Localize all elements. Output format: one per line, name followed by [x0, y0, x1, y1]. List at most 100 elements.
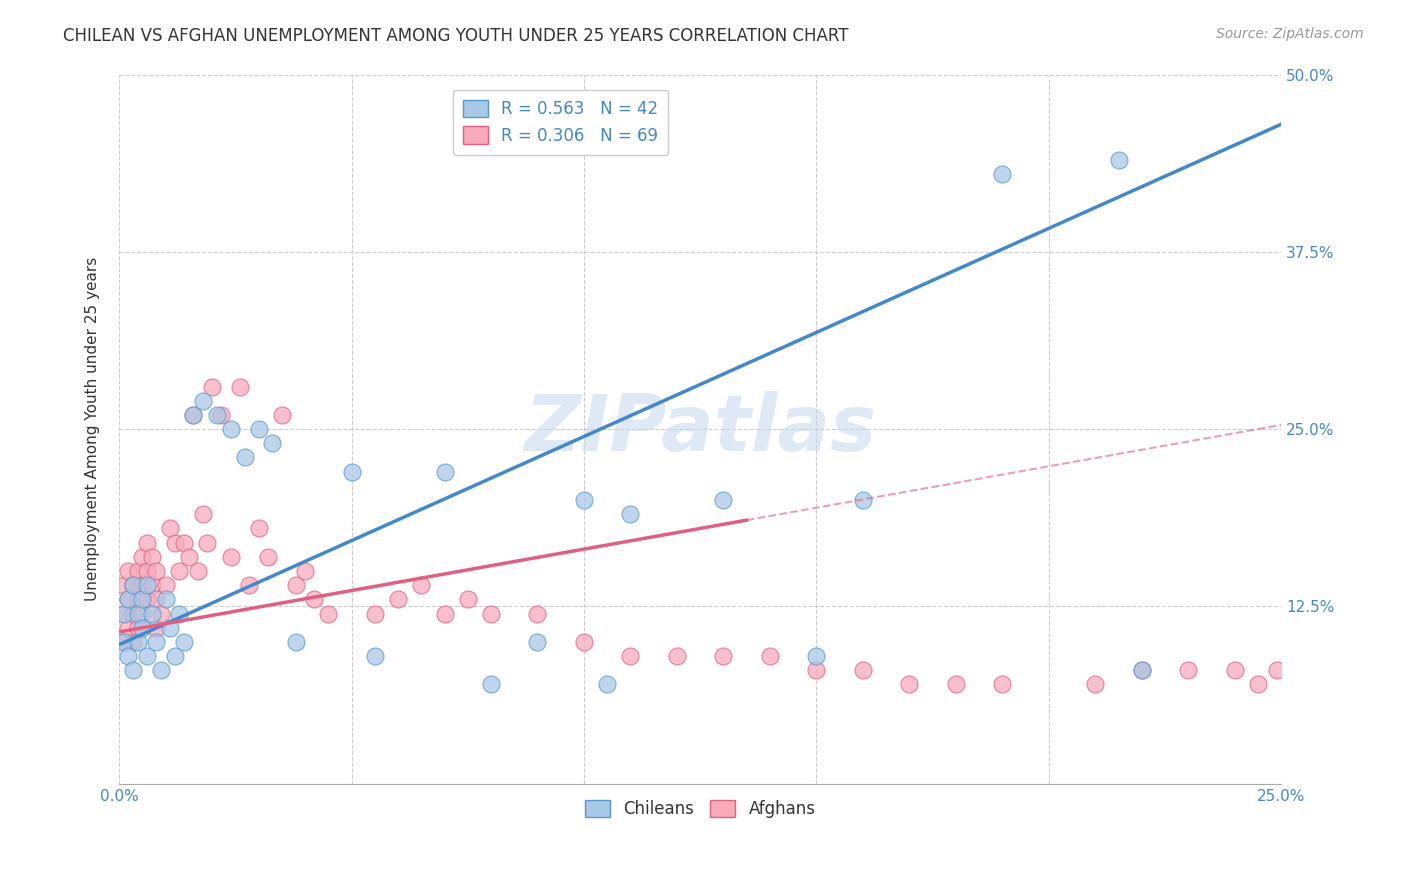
Point	[112, 607, 135, 621]
Point	[294, 564, 316, 578]
Point	[304, 592, 326, 607]
Point	[619, 507, 641, 521]
Point	[131, 578, 153, 592]
Point	[247, 521, 270, 535]
Point	[155, 578, 177, 592]
Point	[1223, 663, 1246, 677]
Point	[112, 607, 135, 621]
Point	[122, 607, 145, 621]
Point	[122, 635, 145, 649]
Point	[145, 564, 167, 578]
Point	[197, 535, 219, 549]
Point	[136, 592, 159, 607]
Point	[112, 635, 135, 649]
Point	[233, 450, 256, 465]
Point	[284, 578, 307, 592]
Point	[806, 663, 828, 677]
Point	[852, 493, 875, 508]
Point	[479, 677, 502, 691]
Point	[713, 649, 735, 664]
Point	[433, 465, 456, 479]
Point	[127, 607, 149, 621]
Point	[127, 621, 149, 635]
Point	[526, 607, 548, 621]
Point	[122, 578, 145, 592]
Legend: Chileans, Afghans: Chileans, Afghans	[578, 794, 823, 825]
Point	[898, 677, 921, 691]
Point	[991, 677, 1014, 691]
Point	[149, 607, 172, 621]
Point	[572, 635, 595, 649]
Point	[127, 635, 149, 649]
Point	[596, 677, 619, 691]
Point	[457, 592, 479, 607]
Point	[159, 521, 181, 535]
Point	[122, 578, 145, 592]
Point	[117, 621, 139, 635]
Point	[149, 663, 172, 677]
Point	[131, 549, 153, 564]
Point	[256, 549, 278, 564]
Point	[479, 607, 502, 621]
Point	[945, 677, 967, 691]
Point	[411, 578, 433, 592]
Y-axis label: Unemployment Among Youth under 25 years: Unemployment Among Youth under 25 years	[86, 257, 100, 601]
Point	[191, 507, 214, 521]
Point	[127, 592, 149, 607]
Point	[1265, 663, 1288, 677]
Point	[526, 635, 548, 649]
Point	[163, 535, 186, 549]
Point	[806, 649, 828, 664]
Point	[122, 663, 145, 677]
Point	[141, 578, 163, 592]
Point	[759, 649, 782, 664]
Point	[262, 436, 284, 450]
Point	[665, 649, 688, 664]
Point	[1084, 677, 1107, 691]
Point	[387, 592, 409, 607]
Point	[141, 549, 163, 564]
Point	[136, 564, 159, 578]
Point	[1108, 153, 1130, 167]
Point	[991, 167, 1014, 181]
Point	[173, 635, 195, 649]
Point	[117, 592, 139, 607]
Point	[713, 493, 735, 508]
Point	[1130, 663, 1153, 677]
Point	[117, 592, 139, 607]
Point	[1247, 677, 1270, 691]
Point	[201, 379, 224, 393]
Point	[131, 592, 153, 607]
Point	[136, 535, 159, 549]
Text: ZIPatlas: ZIPatlas	[524, 391, 876, 467]
Point	[145, 592, 167, 607]
Point	[177, 549, 200, 564]
Point	[169, 564, 191, 578]
Point	[136, 649, 159, 664]
Point	[1177, 663, 1199, 677]
Point	[131, 607, 153, 621]
Point	[205, 408, 228, 422]
Point	[284, 635, 307, 649]
Point	[364, 649, 387, 664]
Point	[131, 621, 153, 635]
Point	[364, 607, 387, 621]
Point	[191, 393, 214, 408]
Point	[340, 465, 363, 479]
Point	[141, 607, 163, 621]
Point	[117, 649, 139, 664]
Point	[433, 607, 456, 621]
Point	[136, 578, 159, 592]
Point	[229, 379, 252, 393]
Point	[572, 493, 595, 508]
Point	[173, 535, 195, 549]
Point	[183, 408, 205, 422]
Text: CHILEAN VS AFGHAN UNEMPLOYMENT AMONG YOUTH UNDER 25 YEARS CORRELATION CHART: CHILEAN VS AFGHAN UNEMPLOYMENT AMONG YOU…	[63, 27, 849, 45]
Point	[163, 649, 186, 664]
Point	[112, 635, 135, 649]
Point	[159, 621, 181, 635]
Point	[209, 408, 232, 422]
Point	[219, 422, 242, 436]
Point	[316, 607, 339, 621]
Point	[145, 621, 167, 635]
